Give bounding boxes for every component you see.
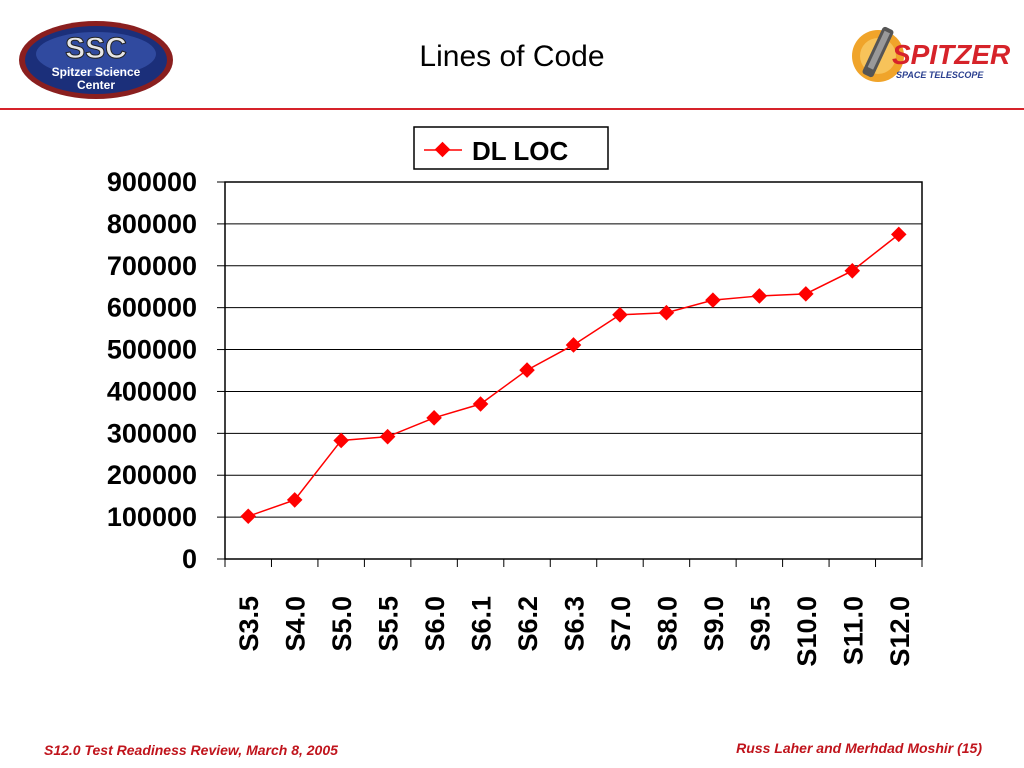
footer-left: S12.0 Test Readiness Review, March 8, 20… bbox=[44, 742, 338, 758]
x-tick-label: S10.0 bbox=[792, 596, 822, 667]
x-tick-label: S11.0 bbox=[838, 596, 868, 665]
y-tick-label: 700000 bbox=[107, 251, 197, 281]
page-title: Lines of Code bbox=[419, 40, 605, 73]
data-point bbox=[426, 410, 442, 426]
data-point bbox=[519, 362, 535, 378]
data-point bbox=[333, 432, 349, 449]
x-tick-label: S6.2 bbox=[513, 596, 543, 652]
y-tick-label: 500000 bbox=[107, 335, 197, 365]
data-point bbox=[612, 307, 628, 323]
x-tick-label: S12.0 bbox=[885, 596, 915, 667]
y-axis-ticks: 0 100000 200000 300000 400000 500000 600000 700… bbox=[107, 167, 225, 574]
x-tick-label: S9.5 bbox=[745, 596, 775, 652]
ssc-logo-text: SSC bbox=[65, 32, 127, 65]
y-tick-label: 200000 bbox=[107, 460, 197, 490]
x-tick-label: S6.3 bbox=[560, 596, 590, 652]
x-tick-label: S6.1 bbox=[467, 596, 497, 652]
plot-area-border bbox=[224, 181, 923, 560]
spitzer-logo-text: SPITZER bbox=[892, 39, 1011, 70]
y-tick-label: 400000 bbox=[107, 376, 197, 406]
y-tick-label: 900000 bbox=[107, 167, 197, 197]
x-tick-label: S9.0 bbox=[699, 596, 729, 652]
x-axis-ticks: S3.5 S4.0 S5.0 S5.5 S6.0 S6.1 S6.2 S6.3 S7.0 S8.0… bbox=[224, 559, 923, 667]
legend: DL LOC bbox=[413, 126, 609, 170]
x-tick-label: S5.5 bbox=[374, 596, 404, 652]
x-tick-label: S6.0 bbox=[420, 596, 450, 652]
x-tick-label: S3.5 bbox=[234, 596, 264, 652]
y-tick-label: 800000 bbox=[107, 209, 197, 239]
ssc-logo-subtext: Spitzer Science bbox=[52, 65, 141, 79]
spitzer-logo: SPITZER SPACE TELESCOPE bbox=[852, 26, 1011, 82]
x-tick-label: S5.0 bbox=[327, 596, 357, 652]
chart-gridlines bbox=[225, 223, 922, 518]
footer-right: Russ Laher and Merhdad Moshir (15) bbox=[736, 740, 982, 756]
legend-marker bbox=[434, 141, 451, 158]
spitzer-logo-subtext: SPACE TELESCOPE bbox=[896, 70, 984, 80]
data-point bbox=[705, 292, 721, 308]
y-tick-label: 600000 bbox=[107, 293, 197, 323]
x-tick-label: S4.0 bbox=[281, 596, 311, 652]
y-tick-label: 100000 bbox=[107, 502, 197, 532]
data-point bbox=[798, 286, 814, 302]
y-tick-label: 0 bbox=[182, 544, 197, 574]
data-point bbox=[472, 396, 489, 412]
x-tick-label: S7.0 bbox=[606, 596, 636, 652]
legend-label: DL LOC bbox=[472, 136, 569, 166]
data-point bbox=[379, 428, 396, 445]
series-markers bbox=[240, 226, 907, 525]
data-point bbox=[890, 226, 907, 243]
ssc-logo: SSC Spitzer Science Center bbox=[19, 21, 173, 99]
y-tick-label: 300000 bbox=[107, 418, 197, 448]
title-rule bbox=[0, 108, 1024, 110]
ssc-logo-subtext-2: Center bbox=[77, 78, 115, 92]
data-point bbox=[565, 337, 582, 353]
series-line-dl-loc bbox=[247, 233, 900, 517]
data-point bbox=[286, 492, 303, 508]
x-tick-label: S8.0 bbox=[652, 596, 682, 652]
data-point bbox=[751, 288, 768, 304]
data-point bbox=[240, 508, 257, 525]
